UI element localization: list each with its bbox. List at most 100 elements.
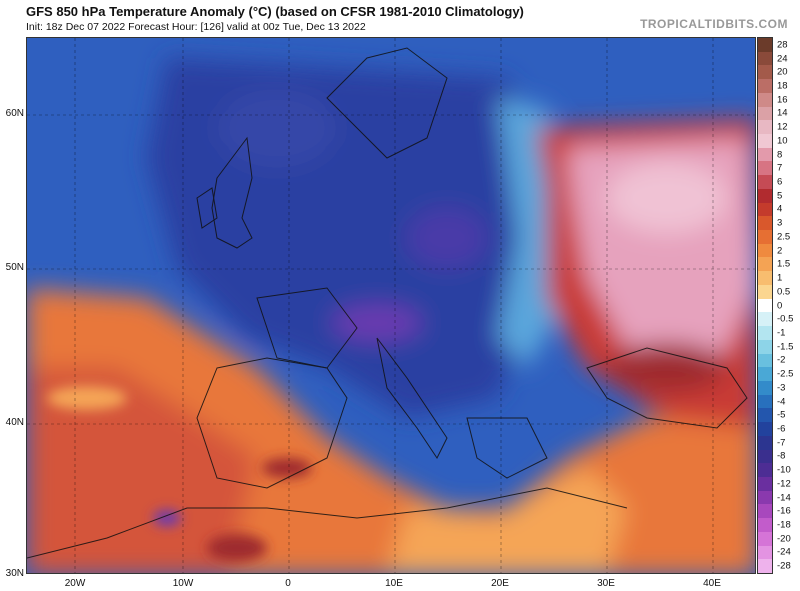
colorbar-segment bbox=[758, 559, 772, 574]
colorbar-segment bbox=[758, 531, 772, 547]
colorbar-segment bbox=[758, 243, 772, 258]
colorbar-tick-label: 0 bbox=[777, 300, 783, 311]
colorbar-tick-label: 10 bbox=[777, 135, 788, 147]
colorbar-tick-label: -2 bbox=[777, 354, 786, 366]
black-sea-outline bbox=[586, 347, 748, 429]
lon-label-10w: 10W bbox=[172, 578, 194, 589]
greece-outline bbox=[466, 417, 548, 479]
colorbar-segment bbox=[758, 490, 772, 505]
colorbar bbox=[757, 37, 773, 574]
colorbar-tick-label: 2.5 bbox=[777, 231, 791, 243]
colorbar-segment bbox=[758, 230, 772, 245]
france-outline bbox=[256, 287, 358, 369]
colorbar-segment bbox=[758, 339, 772, 354]
colorbar-segment bbox=[758, 134, 772, 149]
morocco-hot-spot bbox=[207, 534, 267, 562]
colorbar-tick-label: -14 bbox=[777, 492, 791, 504]
colorbar-tick-label: -4 bbox=[777, 396, 786, 408]
colorbar-segment bbox=[758, 271, 772, 286]
north-africa-warm-region bbox=[387, 468, 627, 573]
colorbar-tick-label: 2 bbox=[777, 245, 783, 257]
lon-label-10e: 10E bbox=[385, 578, 403, 589]
iberia-outline bbox=[196, 357, 348, 489]
colorbar-tick-label: -18 bbox=[777, 519, 791, 531]
lat-label-50n: 50N bbox=[5, 262, 24, 273]
spain-hot-spot bbox=[262, 458, 312, 478]
colorbar-tick-label: 12 bbox=[777, 121, 788, 133]
colorbar-tick-label: -1 bbox=[777, 327, 786, 339]
colorbar-segment bbox=[758, 92, 772, 108]
colorbar-tick-label: -16 bbox=[777, 505, 791, 517]
colorbar-tick-label: -2.5 bbox=[777, 368, 794, 380]
colorbar-tick-label: -0.5 bbox=[777, 313, 794, 325]
colorbar-tick-label: 8 bbox=[777, 149, 783, 161]
colorbar-segment bbox=[758, 518, 772, 533]
colorbar-segment bbox=[758, 435, 772, 451]
lat-label-30n: 30N bbox=[5, 568, 24, 579]
map-title: GFS 850 hPa Temperature Anomaly (°C) (ba… bbox=[26, 4, 524, 19]
cold-anomaly-north-sea bbox=[217, 88, 337, 168]
colorbar-segment bbox=[758, 394, 772, 409]
russia-peak-anomaly bbox=[607, 163, 727, 233]
colorbar-segment bbox=[758, 147, 772, 162]
colorbar-segment bbox=[758, 408, 772, 423]
colorbar-segment bbox=[758, 476, 772, 492]
colorbar-segment bbox=[758, 51, 772, 66]
grid-lines bbox=[27, 38, 755, 573]
colorbar-tick-label: -10 bbox=[777, 464, 791, 476]
colorbar-tick-label: 18 bbox=[777, 80, 788, 92]
ireland-outline bbox=[196, 187, 218, 229]
colorbar-segment bbox=[758, 175, 772, 190]
coastlines bbox=[27, 47, 748, 559]
site-watermark: TROPICALTIDBITS.COM bbox=[640, 17, 788, 31]
atlantic-light-warm bbox=[47, 386, 127, 410]
italy-outline bbox=[376, 337, 448, 459]
colorbar-tick-label: 20 bbox=[777, 66, 788, 78]
anomaly-map[interactable] bbox=[26, 37, 756, 574]
colorbar-tick-label: 1.5 bbox=[777, 258, 791, 270]
colorbar-tick-label: 7 bbox=[777, 162, 783, 174]
colorbar-segment bbox=[758, 504, 772, 519]
anomaly-field bbox=[27, 38, 755, 573]
atlas-cold-spot bbox=[153, 510, 181, 526]
colorbar-segment bbox=[758, 353, 772, 368]
colorbar-segment bbox=[758, 202, 772, 217]
map-subtitle: Init: 18z Dec 07 2022 Forecast Hour: [12… bbox=[26, 21, 366, 33]
colorbar-tick-label: -7 bbox=[777, 437, 786, 449]
colorbar-segment bbox=[758, 65, 772, 80]
great-britain-outline bbox=[211, 136, 253, 249]
colorbar-tick-label: -20 bbox=[777, 533, 791, 545]
colorbar-segment bbox=[758, 449, 772, 464]
purple-anomaly-alps bbox=[332, 305, 422, 341]
colorbar-segment bbox=[758, 367, 772, 382]
colorbar-segment bbox=[758, 257, 772, 272]
colorbar-segment bbox=[758, 216, 772, 231]
colorbar-segment bbox=[758, 161, 772, 176]
colorbar-tick-label: 0.5 bbox=[777, 286, 791, 298]
colorbar-segment bbox=[758, 312, 772, 327]
colorbar-tick-label: 5 bbox=[777, 190, 783, 202]
colorbar-tick-label: 1 bbox=[777, 272, 783, 284]
black-sea-warm-anomaly bbox=[607, 343, 727, 393]
iberia-warm-region bbox=[27, 368, 257, 573]
colorbar-tick-label: 16 bbox=[777, 94, 788, 106]
purple-anomaly-poland bbox=[407, 208, 487, 268]
colorbar-tick-label: 3 bbox=[777, 217, 783, 229]
colorbar-segment bbox=[758, 120, 772, 135]
colorbar-tick-label: -3 bbox=[777, 382, 786, 394]
north-africa-coast bbox=[27, 487, 628, 559]
lon-label-40e: 40E bbox=[703, 578, 721, 589]
colorbar-tick-label: -24 bbox=[777, 546, 791, 558]
colorbar-segment bbox=[758, 38, 772, 53]
colorbar-tick-label: 14 bbox=[777, 107, 788, 119]
lat-label-60n: 60N bbox=[5, 108, 24, 119]
colorbar-segment bbox=[758, 298, 772, 313]
colorbar-segment bbox=[758, 284, 772, 300]
lon-label-20w: 20W bbox=[64, 578, 86, 589]
colorbar-segment bbox=[758, 188, 772, 204]
colorbar-segment bbox=[758, 106, 772, 121]
colorbar-segment bbox=[758, 380, 772, 396]
scandinavia-outline bbox=[326, 47, 448, 159]
colorbar-tick-label: 6 bbox=[777, 176, 783, 188]
colorbar-tick-label: 24 bbox=[777, 53, 788, 65]
